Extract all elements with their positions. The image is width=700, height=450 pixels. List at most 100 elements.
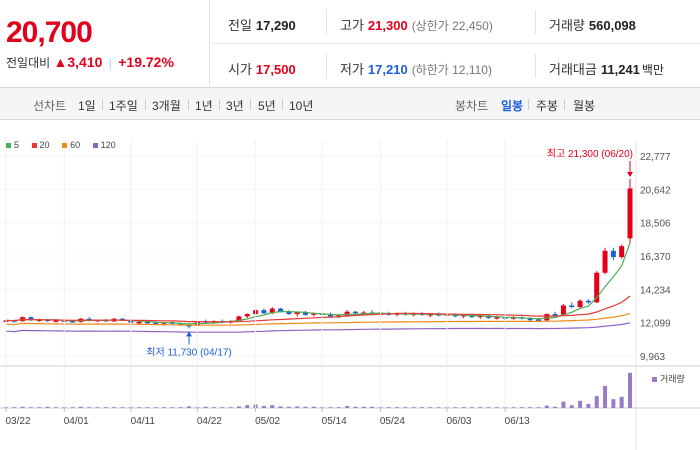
y-tick-label: 22,777: [640, 152, 671, 163]
tab-1year[interactable]: 1년: [195, 99, 213, 113]
x-tick-label: 06/13: [505, 416, 530, 427]
legend-label: 5: [14, 140, 20, 150]
candle-down: [327, 314, 333, 317]
legend-swatch: [6, 143, 11, 149]
volume-bar: [436, 407, 441, 408]
stat-value: 21,300: [367, 18, 408, 33]
stat-value: 17,500: [255, 62, 296, 77]
price-change: 전일대비 ▲3,410 | +19.72%: [6, 54, 174, 71]
moving-average-60-line: [5, 313, 631, 326]
volume-bar: [536, 407, 541, 408]
divider: |: [108, 56, 112, 70]
volume-bar: [345, 406, 350, 408]
candle-down: [278, 308, 284, 312]
divider: [219, 99, 220, 110]
divider: [528, 99, 529, 110]
x-tick-label: 06/03: [446, 416, 471, 427]
x-tick-label: 05/14: [322, 416, 347, 427]
volume-bar: [586, 404, 591, 408]
divider: [188, 99, 189, 110]
candle-chart-label: 봉차트: [455, 99, 489, 113]
stat-label: 저가: [340, 62, 364, 77]
legend-swatch: [652, 377, 657, 383]
stat-sub: (상한가 22,450): [411, 19, 493, 33]
stat-label: 거래량: [549, 18, 585, 33]
tab-monthly-candle[interactable]: 월봉: [573, 99, 596, 113]
divider: [326, 54, 327, 78]
legend-item-ma5: 5: [6, 140, 19, 150]
annotation-high: 최고 21,300 (06/20): [547, 148, 633, 160]
tab-10year[interactable]: 10년: [289, 99, 314, 113]
stats-table: 전일 17,290 고가 21,300 (상한가 22,450) 거래량 560,098…: [211, 0, 700, 88]
stat-open: 시가 17,500: [228, 59, 296, 78]
tab-weekly-candle[interactable]: 주봉: [536, 99, 559, 113]
legend-item-ma20: 20: [31, 140, 50, 150]
legend-swatch: [31, 143, 37, 149]
candle-up: [294, 312, 300, 315]
legend-label: 120: [100, 140, 116, 150]
moving-average-legend: 5 20 60 120: [6, 140, 126, 150]
y-tick-label: 18,506: [640, 219, 671, 230]
legend-label: 20: [39, 140, 50, 150]
volume-bar: [469, 407, 474, 408]
current-price: 20,700: [6, 16, 93, 49]
tab-1day[interactable]: 1일: [78, 99, 96, 113]
up-triangle-icon: ▲: [53, 54, 68, 70]
volume-bar: [461, 407, 466, 408]
stat-value: 560,098: [588, 18, 636, 33]
tab-5year[interactable]: 5년: [258, 99, 276, 113]
stat-volume: 거래량 560,098: [549, 15, 636, 34]
volume-bar: [78, 406, 83, 408]
stat-sub: (하한가 12,110): [411, 63, 492, 77]
volume-bar: [569, 405, 574, 408]
candle-down: [70, 321, 76, 323]
candle-down: [585, 300, 591, 303]
legend-swatch: [92, 143, 98, 149]
tab-daily-candle[interactable]: 일봉: [501, 99, 524, 113]
volume-bar: [187, 406, 192, 408]
volume-bar: [220, 407, 225, 408]
divider: [145, 99, 146, 110]
candle-up: [427, 314, 433, 316]
volume-bar: [578, 400, 583, 408]
candle-up: [361, 312, 367, 315]
candle-up: [619, 246, 625, 258]
volume-bar: [103, 407, 108, 408]
change-percent: +19.72%: [118, 54, 174, 70]
volume-bar: [170, 407, 175, 408]
volume-bar: [328, 407, 333, 408]
candle-up: [461, 314, 467, 317]
tab-1week[interactable]: 1주일: [109, 99, 138, 113]
stat-low: 저가 17,210 (하한가 12,110): [340, 59, 492, 78]
candle-up: [577, 300, 583, 308]
candle-up: [560, 305, 566, 315]
x-tick-label: 04/01: [64, 416, 89, 427]
x-tick-label: 03/22: [5, 416, 30, 427]
volume-bar: [528, 407, 533, 408]
volume-legend: 거래량: [652, 372, 685, 385]
legend-swatch: [62, 143, 68, 149]
volume-bar: [245, 405, 250, 408]
x-tick-label: 05/24: [380, 416, 405, 427]
tab-3year[interactable]: 3년: [226, 99, 244, 113]
volume-bar: [261, 406, 266, 408]
x-tick-label: 04/22: [197, 416, 222, 427]
volume-bar: [137, 407, 142, 408]
volume-bar: [411, 407, 416, 408]
tab-3month[interactable]: 3개월: [152, 99, 181, 113]
volume-bar: [45, 406, 50, 408]
volume-bar: [594, 396, 599, 408]
candle-up: [544, 314, 550, 321]
y-tick-label: 20,642: [640, 185, 671, 196]
candle-down: [610, 250, 616, 258]
candle-up: [136, 321, 142, 324]
candle-down: [178, 323, 184, 325]
moving-average-120-line: [5, 322, 631, 333]
volume-bar: [87, 407, 92, 408]
volume-bar: [53, 407, 58, 408]
volume-bar: [561, 401, 566, 408]
candle-up: [344, 311, 350, 316]
stats-row: 시가 17,500 저가 17,210 (하한가 12,110) 거래대금 11,241…: [211, 44, 700, 88]
volume-bar: [428, 407, 433, 408]
volume-bar: [553, 406, 558, 408]
